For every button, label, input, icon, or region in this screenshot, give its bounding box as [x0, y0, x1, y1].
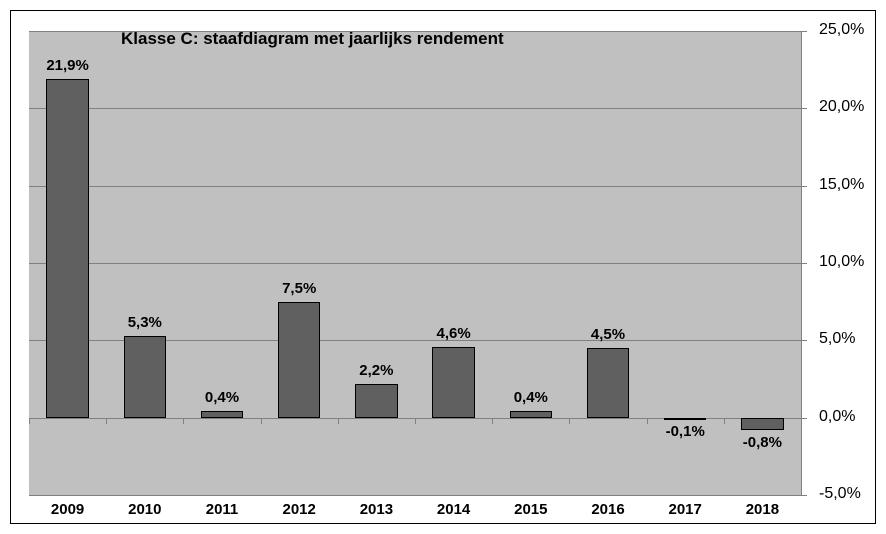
bar: [510, 411, 552, 417]
x-axis-label: 2013: [360, 501, 393, 518]
bar-value-label: 2,2%: [359, 362, 393, 379]
y-axis-label: 20,0%: [819, 98, 864, 116]
y-axis-label: 10,0%: [819, 253, 864, 271]
x-tick: [338, 418, 339, 424]
x-tick: [801, 418, 802, 424]
bar-value-label: 0,4%: [205, 389, 239, 406]
x-axis-label: 2015: [514, 501, 547, 518]
bar-value-label: 21,9%: [46, 57, 89, 74]
bar-value-label: -0,1%: [666, 423, 705, 440]
x-tick: [415, 418, 416, 424]
bar-value-label: 4,6%: [436, 325, 470, 342]
gridline: [29, 495, 801, 496]
gridline: [29, 31, 801, 32]
chart-title: Klasse C: staafdiagram met jaarlijks ren…: [121, 29, 504, 49]
gridline: [29, 186, 801, 187]
x-tick: [724, 418, 725, 424]
x-tick: [492, 418, 493, 424]
gridline: [29, 263, 801, 264]
bar: [741, 418, 783, 430]
x-tick: [106, 418, 107, 424]
y-axis-label: 0,0%: [819, 408, 855, 426]
gridline: [29, 108, 801, 109]
bar: [124, 336, 166, 418]
y-axis-label: -5,0%: [819, 485, 861, 503]
chart-container: Klasse C: staafdiagram met jaarlijks ren…: [10, 10, 876, 524]
y-axis-line: [801, 31, 802, 495]
bar: [355, 384, 397, 418]
bar: [201, 411, 243, 417]
x-axis-label: 2017: [669, 501, 702, 518]
bar: [46, 79, 88, 418]
x-axis-label: 2011: [206, 501, 239, 518]
x-axis-label: 2012: [283, 501, 316, 518]
bar: [432, 347, 474, 418]
bar: [278, 302, 320, 418]
y-tick: [801, 495, 807, 496]
y-axis-label: 15,0%: [819, 176, 864, 194]
x-tick: [261, 418, 262, 424]
bar-value-label: 4,5%: [591, 326, 625, 343]
x-axis-label: 2016: [591, 501, 624, 518]
bar-value-label: 5,3%: [128, 314, 162, 331]
y-axis-label: 5,0%: [819, 330, 855, 348]
bar-value-label: 0,4%: [514, 389, 548, 406]
x-axis-label: 2010: [128, 501, 161, 518]
bar: [664, 418, 706, 420]
x-axis-label: 2018: [746, 501, 779, 518]
x-axis-label: 2009: [51, 501, 84, 518]
x-tick: [647, 418, 648, 424]
x-tick: [29, 418, 30, 424]
bar-value-label: -0,8%: [743, 434, 782, 451]
bar-value-label: 7,5%: [282, 280, 316, 297]
x-tick: [569, 418, 570, 424]
x-tick: [183, 418, 184, 424]
y-axis-label: 25,0%: [819, 21, 864, 39]
bar: [587, 348, 629, 418]
x-axis-label: 2014: [437, 501, 470, 518]
